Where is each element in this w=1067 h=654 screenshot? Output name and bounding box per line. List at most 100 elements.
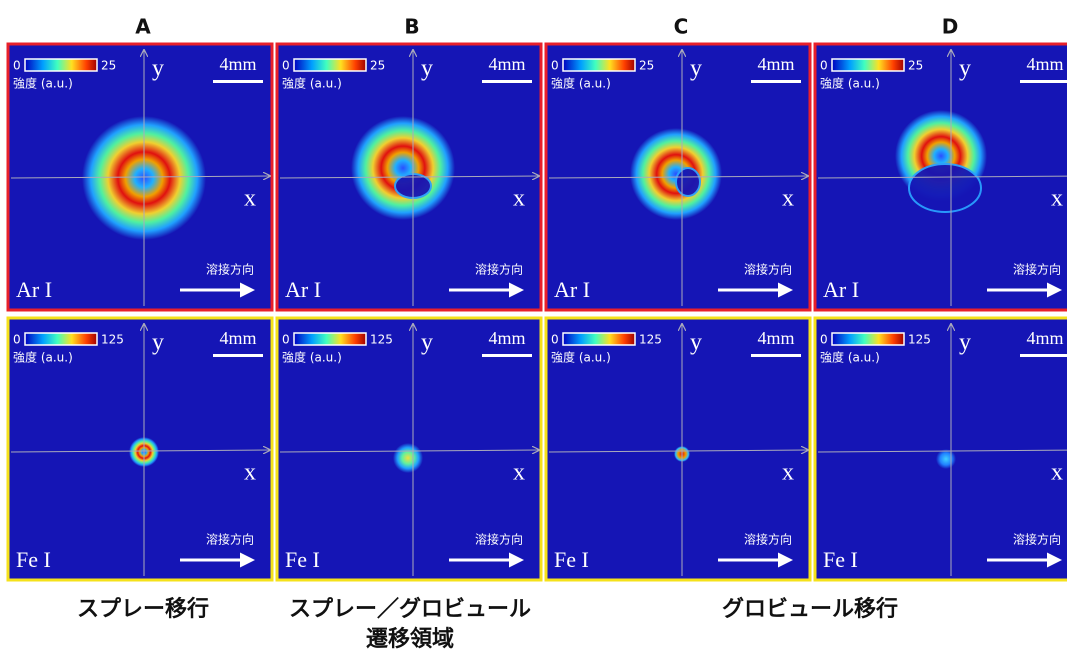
x-axis-label: x bbox=[513, 460, 525, 486]
scale-bar bbox=[482, 80, 532, 83]
colorbar-max: 125 bbox=[908, 333, 931, 347]
y-axis-label: y bbox=[152, 330, 164, 356]
colorbar-min: 0 bbox=[282, 333, 290, 347]
figure: A B C Dy x 0 25 強度 (a.u.) 4mm 溶接方向 Ar I y x 0 25 強度 (a.… bbox=[0, 0, 1067, 654]
column-label: B bbox=[404, 15, 419, 39]
y-axis-label: y bbox=[959, 56, 971, 82]
column-label: D bbox=[942, 15, 959, 39]
y-axis-label: y bbox=[690, 56, 702, 82]
caption: グロビュール移行 bbox=[722, 596, 898, 622]
species-label: Fe I bbox=[554, 547, 589, 572]
panel: y x 0 25 強度 (a.u.) 4mm 溶接方向 Ar I bbox=[8, 44, 272, 310]
direction-label: 溶接方向 bbox=[744, 532, 792, 547]
colorbar-min: 0 bbox=[551, 333, 559, 347]
scale-label: 4mm bbox=[1026, 54, 1063, 74]
scale-label: 4mm bbox=[488, 328, 525, 348]
panel: y x 0 25 強度 (a.u.) 4mm 溶接方向 Ar I bbox=[815, 44, 1067, 310]
colorbar-label: 強度 (a.u.) bbox=[820, 76, 880, 91]
colorbar-min: 0 bbox=[551, 59, 559, 73]
column-label: A bbox=[135, 15, 151, 39]
scale-bar bbox=[751, 354, 801, 357]
colorbar-max: 25 bbox=[908, 59, 923, 73]
scale-label: 4mm bbox=[1026, 328, 1063, 348]
species-label: Ar I bbox=[16, 277, 52, 302]
colorbar-max: 25 bbox=[639, 59, 654, 73]
colorbar bbox=[563, 59, 635, 71]
colorbar bbox=[832, 333, 904, 345]
x-axis-label: x bbox=[513, 186, 525, 212]
caption: スプレー／グロビュール bbox=[289, 596, 531, 622]
scale-bar bbox=[751, 80, 801, 83]
colorbar bbox=[294, 333, 366, 345]
colorbar bbox=[25, 59, 97, 71]
x-axis-label: x bbox=[1051, 460, 1063, 486]
x-axis-label: x bbox=[244, 186, 256, 212]
intensity-hole bbox=[909, 164, 981, 212]
scale-bar bbox=[1020, 354, 1067, 357]
colorbar-label: 強度 (a.u.) bbox=[820, 350, 880, 365]
column-label: C bbox=[674, 15, 689, 39]
colorbar bbox=[832, 59, 904, 71]
x-axis-label: x bbox=[1051, 186, 1063, 212]
colorbar-label: 強度 (a.u.) bbox=[13, 350, 73, 365]
direction-label: 溶接方向 bbox=[1013, 532, 1061, 547]
colorbar bbox=[294, 59, 366, 71]
intensity-blob bbox=[630, 128, 722, 220]
scale-label: 4mm bbox=[219, 54, 256, 74]
colorbar-max: 125 bbox=[101, 333, 124, 347]
scale-label: 4mm bbox=[219, 328, 256, 348]
species-label: Fe I bbox=[823, 547, 858, 572]
colorbar-min: 0 bbox=[820, 333, 828, 347]
intensity-blob bbox=[351, 116, 455, 220]
intensity-blob bbox=[936, 449, 956, 469]
panel: y x 0 125 強度 (a.u.) 4mm 溶接方向 Fe I bbox=[815, 318, 1067, 580]
scale-label: 4mm bbox=[757, 328, 794, 348]
species-label: Fe I bbox=[285, 547, 320, 572]
y-axis-label: y bbox=[959, 330, 971, 356]
y-axis-label: y bbox=[421, 330, 433, 356]
colorbar bbox=[25, 333, 97, 345]
panel: y x 0 25 強度 (a.u.) 4mm 溶接方向 Ar I bbox=[277, 44, 541, 310]
x-axis-label: x bbox=[782, 186, 794, 212]
colorbar-label: 強度 (a.u.) bbox=[13, 76, 73, 91]
direction-label: 溶接方向 bbox=[1013, 262, 1061, 277]
colorbar-min: 0 bbox=[13, 59, 21, 73]
species-label: Ar I bbox=[285, 277, 321, 302]
scale-bar bbox=[213, 80, 263, 83]
panel: y x 0 125 強度 (a.u.) 4mm 溶接方向 Fe I bbox=[8, 318, 272, 580]
colorbar-label: 強度 (a.u.) bbox=[282, 76, 342, 91]
species-label: Fe I bbox=[16, 547, 51, 572]
panel: yx0125強度 (a.u.)4mm溶接方向Fe I bbox=[277, 318, 541, 580]
direction-label: 溶接方向 bbox=[475, 532, 523, 547]
colorbar-min: 0 bbox=[13, 333, 21, 347]
caption: 遷移領域 bbox=[366, 626, 454, 652]
y-axis-label: y bbox=[690, 330, 702, 356]
colorbar-label: 強度 (a.u.) bbox=[282, 350, 342, 365]
caption: スプレー移行 bbox=[77, 596, 209, 622]
y-axis-label: y bbox=[421, 56, 433, 82]
direction-label: 溶接方向 bbox=[206, 532, 254, 547]
page: {"columns": ["A", "B", "C", "D"], "rows"… bbox=[0, 0, 1067, 654]
colorbar-max: 25 bbox=[101, 59, 116, 73]
species-label: Ar I bbox=[823, 277, 859, 302]
colorbar-min: 0 bbox=[282, 59, 290, 73]
y-axis-label: y bbox=[152, 56, 164, 82]
colorbar-min: 0 bbox=[820, 59, 828, 73]
intensity-blob bbox=[393, 443, 423, 473]
colorbar-label: 強度 (a.u.) bbox=[551, 350, 611, 365]
scale-bar bbox=[1020, 80, 1067, 83]
colorbar bbox=[563, 333, 635, 345]
x-axis-label: x bbox=[782, 460, 794, 486]
scale-bar bbox=[213, 354, 263, 357]
x-axis-label: x bbox=[244, 460, 256, 486]
scale-label: 4mm bbox=[757, 54, 794, 74]
intensity-hole bbox=[676, 168, 700, 196]
species-label: Ar I bbox=[554, 277, 590, 302]
colorbar-max: 25 bbox=[370, 59, 385, 73]
scale-label: 4mm bbox=[488, 54, 525, 74]
direction-label: 溶接方向 bbox=[206, 262, 254, 277]
direction-label: 溶接方向 bbox=[475, 262, 523, 277]
colorbar-label: 強度 (a.u.) bbox=[551, 76, 611, 91]
